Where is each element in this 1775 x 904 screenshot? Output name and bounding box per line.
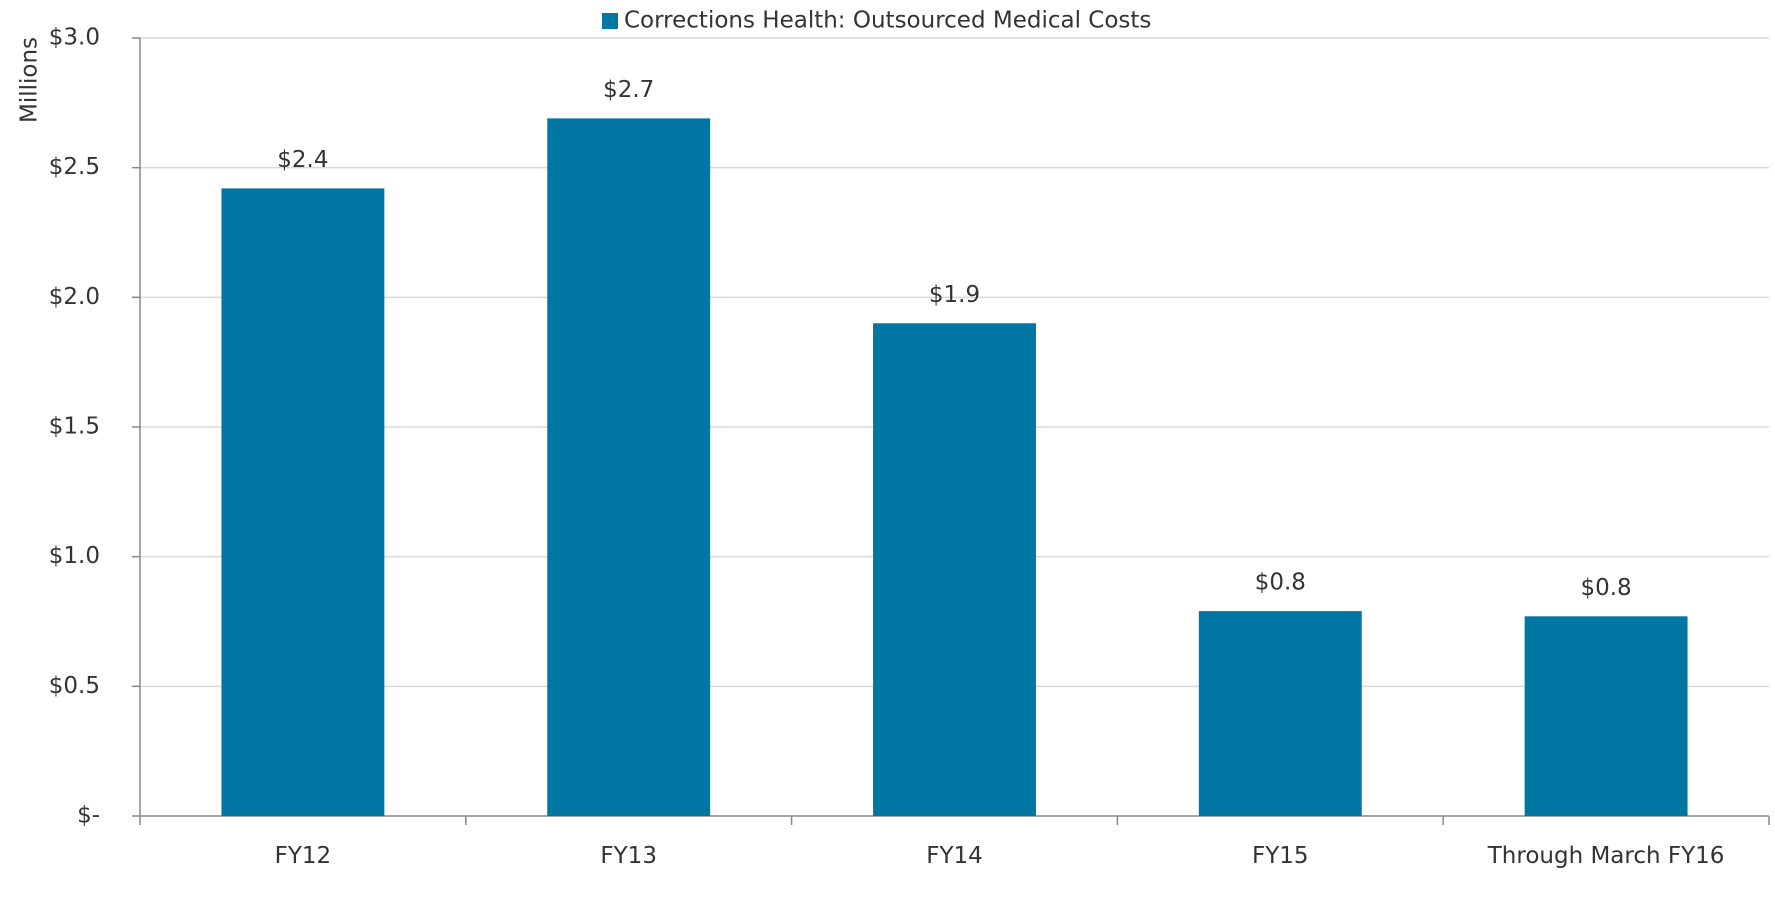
bar [1198,611,1362,816]
legend-swatch [602,13,618,29]
value-label: $0.8 [1255,570,1306,596]
y-tick-label: $2.0 [49,284,100,310]
y-tick-label: $3.0 [49,25,100,51]
x-tick-label: FY15 [1252,843,1309,869]
legend-label: Corrections Health: Outsourced Medical C… [624,8,1151,34]
x-tick-label: FY13 [600,843,657,869]
x-tick-label: FY12 [274,843,332,869]
bar [221,188,385,816]
value-label: $0.8 [1580,575,1631,601]
y-tick-label: $1.5 [49,414,100,440]
bar [547,118,711,817]
y-axis-label: Millions [17,37,43,123]
value-label: $2.7 [603,77,654,103]
y-tick-label: $0.5 [49,673,100,699]
x-tick-label: FY14 [926,843,983,869]
value-label: $2.4 [277,147,328,173]
bar [1524,616,1688,816]
y-tick-label: $- [77,803,100,829]
bar [873,323,1036,816]
y-tick-label: $2.5 [49,154,100,180]
value-label: $1.9 [929,282,980,308]
y-tick-label: $1.0 [49,543,100,569]
x-tick-label: Through March FY16 [1487,843,1725,869]
